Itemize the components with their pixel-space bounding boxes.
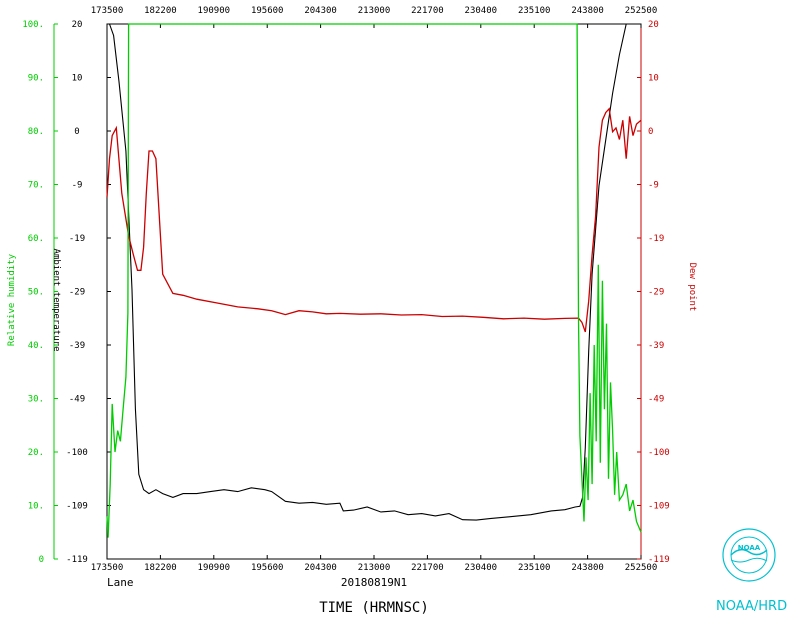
temp-tick-label: -100 <box>66 448 88 458</box>
dew-point-line <box>106 107 642 333</box>
plot-frame <box>106 23 642 560</box>
rh-tick-label: 100. <box>22 20 44 30</box>
x-tick-label-top: 235100 <box>518 6 551 16</box>
x-tick-label-top: 230400 <box>465 6 498 16</box>
dew-tick-label: 10 <box>648 74 659 84</box>
ticks-layer: 173500 173500 182200 182200 190900 190900 1956… <box>22 6 669 573</box>
dew-tick-label: -100 <box>648 448 670 458</box>
temp-tick-label: -109 <box>66 502 88 512</box>
noaa-logo: NOAA NOAA/HRD <box>716 528 787 614</box>
x-tick-label: 213000 <box>358 563 391 573</box>
dew-tick-label: 0 <box>648 127 653 137</box>
temp-tick-label: -39 <box>69 341 85 351</box>
dew-tick-label: -19 <box>648 234 664 244</box>
dew-tick-label: 20 <box>648 20 659 30</box>
x-tick-label: 173500 <box>91 563 124 573</box>
temperature-line <box>107 23 641 521</box>
rh-axis-title: Relative humidity <box>7 253 17 346</box>
rh-tick-label: 40. <box>28 341 44 351</box>
rh-tick-label: 20. <box>28 448 44 458</box>
temp-tick-label: -9 <box>72 181 83 191</box>
dew-tick-label: -29 <box>648 288 664 298</box>
rh-tick-label: 70. <box>28 181 44 191</box>
x-tick-label-top: 195600 <box>251 6 284 16</box>
temp-tick-label: -119 <box>66 555 88 565</box>
series-layer <box>106 23 642 538</box>
dew-tick-label: -109 <box>648 502 670 512</box>
x-tick-label: 221700 <box>411 563 444 573</box>
temp-tick-label: 0 <box>74 127 79 137</box>
x-axis-title: TIME (HRMNSC) <box>319 600 429 616</box>
flight-id-label: 20180819N1 <box>341 576 407 589</box>
x-tick-label-top: 182200 <box>144 6 177 16</box>
rh-tick-label: 50. <box>28 288 44 298</box>
temp-tick-label: -19 <box>69 234 85 244</box>
temp-tick-label: -29 <box>69 288 85 298</box>
x-tick-label: 204300 <box>304 563 337 573</box>
x-tick-label-top: 173500 <box>91 6 124 16</box>
relative-humidity-line <box>106 23 642 538</box>
x-tick-label: 182200 <box>144 563 177 573</box>
x-tick-label-top: 213000 <box>358 6 391 16</box>
x-tick-label: 243800 <box>571 563 604 573</box>
dew-tick-label: -9 <box>648 181 659 191</box>
rh-tick-label: 80. <box>28 127 44 137</box>
rh-tick-label: 30. <box>28 395 44 405</box>
storm-name-label: Lane <box>107 576 134 589</box>
x-tick-label: 235100 <box>518 563 551 573</box>
x-tick-label: 230400 <box>465 563 498 573</box>
dew-tick-label: -49 <box>648 395 664 405</box>
temp-tick-label: 10 <box>72 74 83 84</box>
dew-tick-label: -119 <box>648 555 670 565</box>
dew-tick-label: -39 <box>648 341 664 351</box>
temp-axis-title: Ambient temperature <box>51 249 61 352</box>
x-tick-label-top: 252500 <box>625 6 658 16</box>
rh-tick-label: 90. <box>28 74 44 84</box>
rh-tick-label: 0 <box>39 555 44 565</box>
noaa-emblem-icon <box>722 528 776 582</box>
x-tick-label: 195600 <box>251 563 284 573</box>
dew-axis-title: Dew point <box>687 263 697 312</box>
noaa-emblem-text: NOAA <box>738 544 761 552</box>
x-tick-label: 252500 <box>625 563 658 573</box>
rh-tick-label: 60. <box>28 234 44 244</box>
x-tick-label: 190900 <box>198 563 231 573</box>
x-tick-label-top: 243800 <box>571 6 604 16</box>
x-tick-label-top: 190900 <box>198 6 231 16</box>
temp-tick-label: -49 <box>69 395 85 405</box>
x-tick-label-top: 204300 <box>304 6 337 16</box>
rh-tick-label: 10. <box>28 502 44 512</box>
temp-tick-label: 20 <box>72 20 83 30</box>
x-tick-label-top: 221700 <box>411 6 444 16</box>
noaa-hrd-label: NOAA/HRD <box>716 599 787 614</box>
